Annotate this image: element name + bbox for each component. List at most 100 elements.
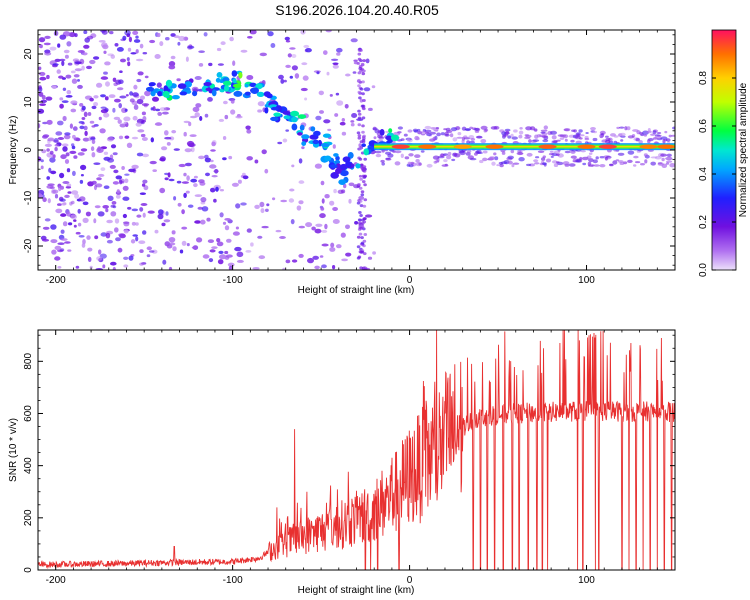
spectrogram-noise-blob <box>665 162 670 165</box>
spectrogram-noise-blob <box>186 243 190 247</box>
spectrogram-noise-blob <box>275 229 282 233</box>
spectrogram-noise-blob <box>164 130 169 136</box>
spectrogram-noise-blob <box>265 208 269 212</box>
spectrogram-ridge-blob <box>320 143 330 148</box>
spectrogram-noise-blob <box>219 212 224 218</box>
spectrogram-noise-blob <box>64 132 71 136</box>
spectrogram-noise-blob <box>217 259 224 265</box>
spectrogram-noise-blob <box>362 99 366 102</box>
spectrogram-noise-blob <box>124 178 129 184</box>
spectrogram-noise-blob <box>131 208 139 212</box>
spectrogram-noise-blob <box>403 133 408 137</box>
spectrogram-noise-blob <box>57 203 62 206</box>
spectrogram-noise-blob <box>298 225 305 229</box>
spectrogram-ridge-blob <box>231 70 238 77</box>
spectrogram-noise-blob <box>106 239 113 244</box>
spectrogram-noise-blob <box>556 161 560 164</box>
spectrogram-noise-blob <box>289 47 296 50</box>
spectrogram-noise-blob <box>38 123 41 129</box>
spectrogram-noise-blob <box>591 164 595 167</box>
spectrogram-noise-blob <box>67 249 72 252</box>
spectrogram-noise-blob <box>420 150 425 153</box>
spectrogram-noise-blob <box>144 90 151 97</box>
spectrogram-ridge-blob <box>211 89 217 97</box>
spectrogram-noise-blob <box>114 98 121 103</box>
spectrogram-noise-blob <box>79 58 85 65</box>
spectrogram-noise-blob <box>230 109 236 115</box>
spectrogram-noise-blob <box>81 65 85 71</box>
spectrogram-noise-blob <box>643 134 648 137</box>
spectrogram-noise-blob <box>564 138 568 142</box>
spectrogram-noise-blob <box>473 127 480 131</box>
spectrogram-noise-blob <box>669 163 675 168</box>
spectrogram-noise-blob <box>191 246 198 250</box>
spectrogram-noise-blob <box>380 159 385 163</box>
y-tick-label: 20 <box>23 48 34 60</box>
spectrogram-noise-blob <box>95 183 103 188</box>
spectrogram-ridge-blob <box>361 143 367 147</box>
spectrogram-ridge-blob <box>146 86 155 92</box>
spectrogram-noise-blob <box>38 193 43 199</box>
spectrogram-noise-blob <box>136 214 142 218</box>
spectrogram-noise-blob <box>616 126 620 130</box>
spectrogram-noise-blob <box>60 198 66 202</box>
spectrogram-ridge-blob <box>162 90 170 98</box>
spectrogram-noise-blob <box>122 35 127 41</box>
spectrogram-noise-blob <box>359 87 364 91</box>
spectrogram-noise-blob <box>217 63 224 66</box>
spectrogram-noise-blob <box>70 108 77 113</box>
spectrogram-noise-blob <box>235 115 243 119</box>
spectrogram-noise-blob <box>41 238 50 242</box>
spectrogram-noise-blob <box>77 152 85 156</box>
spectrogram-noise-blob <box>96 82 103 88</box>
colorbar: 0.0 0.2 0.4 0.6 0.8 Normalized spectral ampl… <box>698 29 749 277</box>
spectrogram-noise-blob <box>334 113 339 117</box>
spectrogram-noise-blob <box>360 236 364 240</box>
spectrogram-band-peak <box>453 144 472 149</box>
spectrogram-noise-blob <box>132 92 139 97</box>
spectrogram-band-peak <box>485 144 504 149</box>
spectrogram-noise-blob <box>82 239 86 245</box>
spectrogram-noise-blob <box>114 43 119 47</box>
spectrogram-noise-blob <box>206 217 211 222</box>
spectrogram-ridge-blob <box>283 115 291 120</box>
spectrogram-noise-blob <box>526 152 533 157</box>
spectrogram-noise-blob <box>359 266 363 270</box>
spectrogram-noise-blob <box>99 128 106 134</box>
spectrogram-noise-blob <box>246 228 252 233</box>
spectrogram-noise-blob <box>246 75 254 80</box>
spectrogram-ridge-blob <box>282 110 291 115</box>
spectrogram-noise-blob <box>420 131 426 134</box>
spectrogram-noise-blob <box>204 154 209 159</box>
spectrogram-noise-blob <box>553 163 559 167</box>
spectrogram-noise-blob <box>254 204 260 209</box>
spectrogram-noise-blob <box>358 67 363 70</box>
spectrogram-noise-blob <box>178 35 186 42</box>
spectrogram-noise-blob <box>446 130 453 134</box>
spectrogram-noise-blob <box>440 132 445 136</box>
spectrogram-noise-blob <box>600 134 604 138</box>
spectrogram-noise-blob <box>476 149 482 154</box>
spectrogram-noise-blob <box>42 121 48 125</box>
x-tick-label: 0 <box>407 575 413 586</box>
spectrogram-noise-blob <box>312 255 320 260</box>
spectrogram-noise-blob <box>225 254 233 258</box>
spectrogram-noise-blob <box>595 156 599 160</box>
spectrogram-noise-blob <box>318 90 324 96</box>
snr-marks <box>38 330 675 570</box>
spectrogram-noise-blob <box>516 151 524 156</box>
spectrogram-ridge-blob <box>385 135 393 141</box>
spectrogram-noise-blob <box>324 223 328 230</box>
spectrogram-noise-blob <box>100 167 106 172</box>
spectrogram-noise-blob <box>109 164 116 169</box>
spectrogram-noise-blob <box>365 58 370 64</box>
spectrogram-noise-blob <box>298 253 304 258</box>
spectrogram-ridge-blob <box>244 91 251 96</box>
snr-series-line <box>38 330 675 570</box>
spectrogram-noise-blob <box>282 138 288 143</box>
x-tick-label: -100 <box>223 575 243 586</box>
spectrogram-noise-blob <box>118 135 124 140</box>
spectrogram-noise-blob <box>300 30 306 35</box>
spectrogram-noise-blob <box>96 147 104 153</box>
spectrogram-noise-blob <box>66 211 71 217</box>
